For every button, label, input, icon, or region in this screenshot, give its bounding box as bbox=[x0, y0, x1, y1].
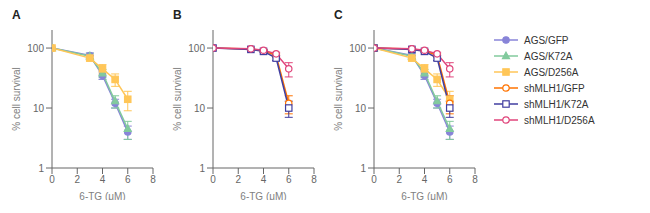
svg-text:10: 10 bbox=[194, 103, 206, 114]
svg-text:100: 100 bbox=[349, 43, 366, 54]
svg-text:2: 2 bbox=[235, 174, 241, 185]
svg-text:6-TG (μM): 6-TG (μM) bbox=[401, 191, 447, 200]
html-text:shMLH1/K72A: shMLH1/K72A bbox=[524, 98, 589, 110]
svg-text:4: 4 bbox=[261, 174, 267, 185]
svg-text:4: 4 bbox=[422, 174, 428, 185]
svg-text:6-TG (μM): 6-TG (μM) bbox=[79, 191, 125, 200]
html-text:shMLH1/GFP: shMLH1/GFP bbox=[524, 82, 585, 94]
html-text:B: B bbox=[173, 8, 182, 22]
svg-text:1: 1 bbox=[360, 163, 366, 174]
svg-text:8: 8 bbox=[472, 174, 478, 185]
html-text:A: A bbox=[12, 8, 21, 22]
svg-text:1: 1 bbox=[199, 163, 205, 174]
svg-text:4: 4 bbox=[100, 174, 106, 185]
svg-text:8: 8 bbox=[150, 174, 156, 185]
html-text:C: C bbox=[334, 8, 343, 22]
svg-text:% cell survival: % cell survival bbox=[333, 67, 344, 130]
html-text:AGS/K72A: AGS/K72A bbox=[524, 50, 573, 62]
svg-text:100: 100 bbox=[27, 43, 44, 54]
svg-text:2: 2 bbox=[74, 174, 80, 185]
svg-text:1: 1 bbox=[38, 163, 44, 174]
svg-text:2: 2 bbox=[396, 174, 402, 185]
html-text:AGS/D256A: AGS/D256A bbox=[524, 66, 579, 78]
svg-text:0: 0 bbox=[371, 174, 377, 185]
svg-text:6-TG (μM): 6-TG (μM) bbox=[240, 191, 286, 200]
svg-text:8: 8 bbox=[311, 174, 317, 185]
svg-text:6: 6 bbox=[447, 174, 453, 185]
svg-text:% cell survival: % cell survival bbox=[11, 67, 22, 130]
svg-text:10: 10 bbox=[355, 103, 367, 114]
svg-text:6: 6 bbox=[125, 174, 131, 185]
svg-text:10: 10 bbox=[33, 103, 45, 114]
html-text:shMLH1/D256A: shMLH1/D256A bbox=[524, 114, 595, 126]
html-text:AGS/GFP: AGS/GFP bbox=[524, 34, 569, 46]
svg-text:100: 100 bbox=[188, 43, 205, 54]
svg-text:0: 0 bbox=[49, 174, 55, 185]
svg-text:0: 0 bbox=[210, 174, 216, 185]
svg-text:6: 6 bbox=[286, 174, 292, 185]
svg-text:% cell survival: % cell survival bbox=[172, 67, 183, 130]
